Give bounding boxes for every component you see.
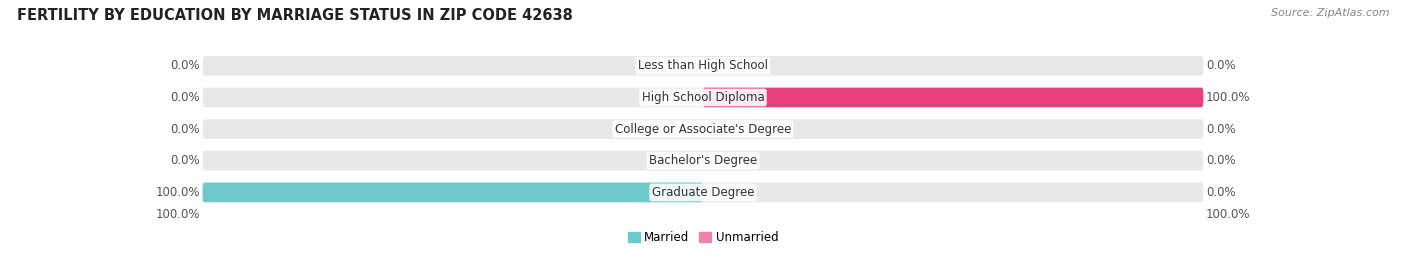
Text: 0.0%: 0.0% (1206, 123, 1236, 136)
FancyBboxPatch shape (202, 119, 1204, 139)
Text: 0.0%: 0.0% (1206, 186, 1236, 199)
Text: FERTILITY BY EDUCATION BY MARRIAGE STATUS IN ZIP CODE 42638: FERTILITY BY EDUCATION BY MARRIAGE STATU… (17, 8, 572, 23)
Text: 0.0%: 0.0% (170, 59, 200, 72)
Text: High School Diploma: High School Diploma (641, 91, 765, 104)
Text: 0.0%: 0.0% (170, 123, 200, 136)
Text: Bachelor's Degree: Bachelor's Degree (650, 154, 756, 167)
FancyBboxPatch shape (202, 151, 1204, 171)
FancyBboxPatch shape (202, 88, 1204, 107)
Text: 100.0%: 100.0% (156, 186, 200, 199)
FancyBboxPatch shape (202, 183, 1204, 202)
Text: 100.0%: 100.0% (1206, 91, 1250, 104)
Text: 0.0%: 0.0% (170, 91, 200, 104)
Text: 0.0%: 0.0% (170, 154, 200, 167)
Text: Source: ZipAtlas.com: Source: ZipAtlas.com (1271, 8, 1389, 18)
Legend: Married, Unmarried: Married, Unmarried (623, 227, 783, 249)
Text: 100.0%: 100.0% (1206, 208, 1250, 221)
FancyBboxPatch shape (202, 183, 703, 202)
FancyBboxPatch shape (703, 88, 1204, 107)
Text: College or Associate's Degree: College or Associate's Degree (614, 123, 792, 136)
Text: Less than High School: Less than High School (638, 59, 768, 72)
Text: 0.0%: 0.0% (1206, 154, 1236, 167)
FancyBboxPatch shape (202, 56, 1204, 76)
Text: Graduate Degree: Graduate Degree (652, 186, 754, 199)
Text: 0.0%: 0.0% (1206, 59, 1236, 72)
Text: 100.0%: 100.0% (156, 208, 200, 221)
